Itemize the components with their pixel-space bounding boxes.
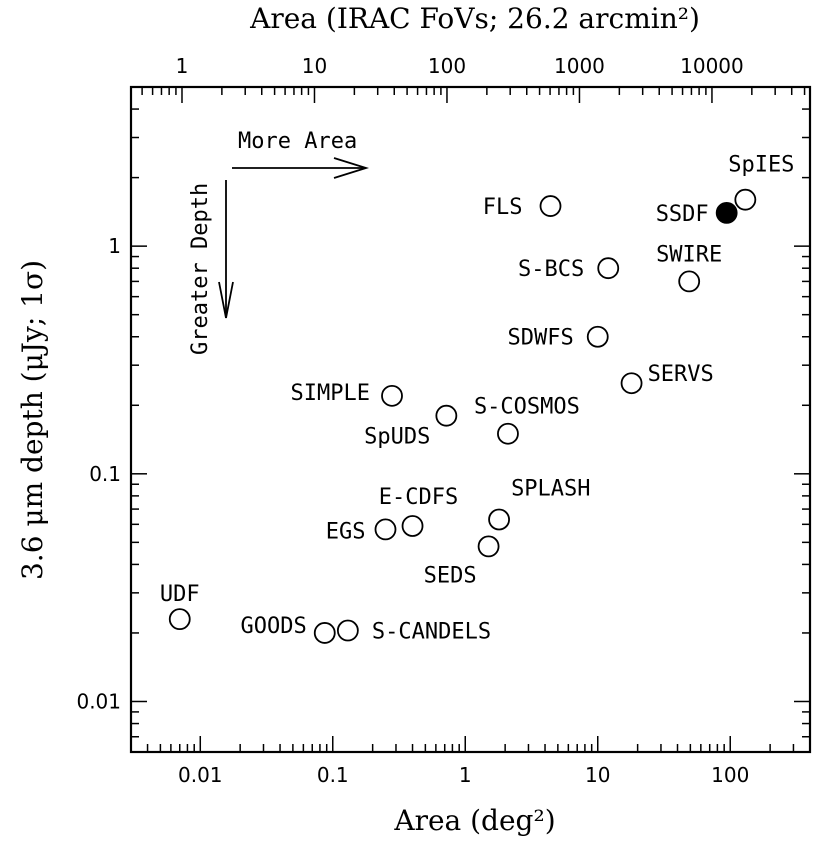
top-tick-label: 1000 [554,54,605,78]
data-points [168,188,757,644]
x-tick-label: 1 [459,763,472,787]
data-point-spies [734,188,757,211]
point-label-swire: SWIRE [656,242,722,267]
data-point-spuds [435,404,458,427]
greater-depth-annotation: Greater Depth [188,183,213,355]
point-label-servs: SERVS [648,362,714,387]
point-label-sdwfs: SDWFS [508,326,574,351]
top-tick-label: 10 [302,54,327,78]
point-label-s-cosmos: S-COSMOS [474,395,580,420]
data-point-e-cdfs [401,515,424,537]
data-point-egs [374,518,397,541]
point-label-seds: SEDS [424,563,477,588]
point-label-goods: GOODS [241,614,307,639]
x-tick-label: 10 [585,763,610,787]
top-tick-label: 10000 [680,54,744,78]
top-axis-label: Area (IRAC FoVs; 26.2 arcmin²) [249,2,700,35]
point-labels: UDF GOODS S-CANDELS EGS E-CDFS SEDS SPLASH SIMP… [160,153,795,645]
x-tick-label: 0.01 [178,763,223,787]
data-point-sdwfs [586,325,609,348]
x-tick-label: 100 [711,763,749,787]
greater-depth-arrow-head [218,281,234,319]
point-label-s-bcs: S-BCS [518,257,584,282]
data-point-udf [168,608,191,631]
point-label-ssdf: SSDF [656,202,709,227]
point-label-s-candels: S-CANDELS [372,620,491,645]
plot-frame [129,85,812,754]
y-tick-label: 0.1 [89,462,121,486]
data-point-s-candels [336,619,359,642]
x-tick-label: 0.1 [317,763,349,787]
point-label-udf: UDF [160,582,200,607]
data-point-s-bcs [597,257,620,280]
data-point-s-cosmos [497,422,519,445]
data-point-goods [313,622,336,644]
data-point-swire [678,270,701,293]
more-area-arrow-head [333,157,370,179]
annotations: More Area Greater Depth [188,129,370,355]
point-label-egs: EGS [326,519,366,544]
point-label-spies: SpIES [728,153,794,178]
more-area-annotation: More Area [238,129,357,154]
axis-ticks [130,86,811,753]
data-point-servs [620,372,643,395]
data-point-seds [477,535,500,558]
point-label-spuds: SpUDS [364,425,430,450]
top-tick-label: 1 [176,54,189,78]
data-point-simple [381,384,403,407]
data-point-fls [539,195,562,217]
point-label-e-cdfs: E-CDFS [379,485,458,510]
y-tick-label: 0.01 [76,689,121,713]
point-label-splash: SPLASH [511,476,590,501]
data-point-ssdf [715,201,738,224]
top-tick-label: 100 [428,54,466,78]
point-label-fls: FLS [483,195,523,220]
point-label-simple: SIMPLE [291,381,370,406]
y-axis-label: 3.6 μm depth (μJy; 1σ) [16,260,49,580]
tick-labels: 0.01 0.1 1 10 100 1 10 100 1000 10000 0.01 0.1 1 [76,54,749,787]
x-axis-label: Area (deg²) [393,804,555,837]
data-point-splash [488,508,510,531]
y-tick-label: 1 [108,234,121,258]
